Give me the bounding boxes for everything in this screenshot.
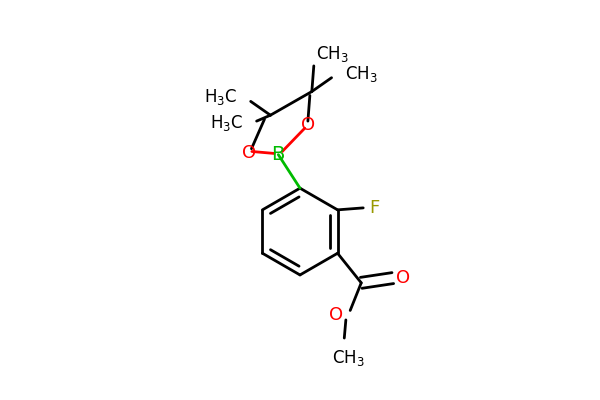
Text: CH$_3$: CH$_3$: [332, 348, 365, 368]
Text: O: O: [396, 269, 410, 287]
Text: O: O: [242, 144, 256, 162]
Text: O: O: [329, 306, 343, 324]
Text: CH$_3$: CH$_3$: [346, 64, 378, 84]
Text: H$_3$C: H$_3$C: [209, 113, 243, 133]
Text: CH$_3$: CH$_3$: [316, 44, 349, 64]
Text: H$_3$C: H$_3$C: [203, 88, 237, 108]
Text: B: B: [272, 145, 285, 164]
Text: O: O: [301, 116, 315, 134]
Text: F: F: [369, 199, 379, 217]
